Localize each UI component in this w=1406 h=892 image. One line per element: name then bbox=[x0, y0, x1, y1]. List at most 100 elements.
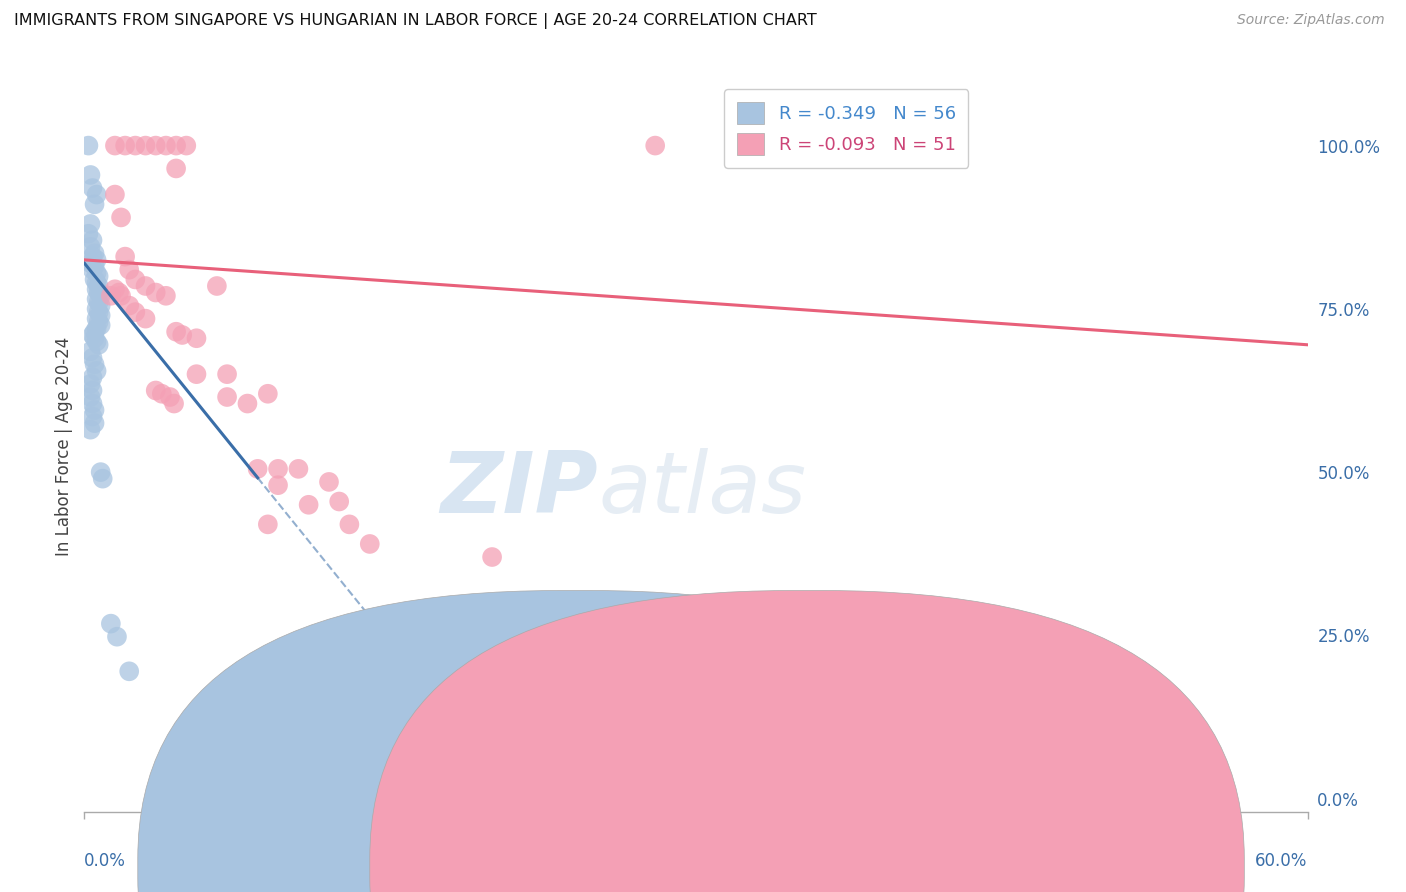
Point bbox=[82, 328, 104, 343]
Point bbox=[267, 478, 290, 492]
Point bbox=[86, 292, 108, 306]
Point bbox=[644, 138, 666, 153]
Point bbox=[124, 305, 146, 319]
Point bbox=[124, 138, 146, 153]
Point bbox=[118, 262, 141, 277]
Text: IMMIGRANTS FROM SINGAPORE VS HUNGARIAN IN LABOR FORCE | AGE 20-24 CORRELATION CH: IMMIGRANTS FROM SINGAPORE VS HUNGARIAN I… bbox=[14, 13, 817, 29]
Point bbox=[83, 325, 105, 339]
Point bbox=[86, 187, 108, 202]
Point bbox=[86, 321, 108, 335]
Point bbox=[79, 240, 101, 254]
Point bbox=[77, 138, 100, 153]
Point bbox=[267, 462, 290, 476]
Point bbox=[79, 256, 101, 270]
Point bbox=[83, 357, 105, 371]
Point bbox=[86, 282, 108, 296]
Text: ZIP: ZIP bbox=[440, 449, 598, 532]
Point bbox=[150, 386, 173, 401]
Point bbox=[79, 376, 101, 391]
Point bbox=[87, 338, 110, 352]
Point bbox=[91, 472, 114, 486]
Point bbox=[86, 364, 108, 378]
Point bbox=[82, 396, 104, 410]
Point bbox=[82, 351, 104, 365]
Point bbox=[82, 384, 104, 398]
Point bbox=[87, 305, 110, 319]
Point bbox=[481, 549, 503, 564]
Point bbox=[155, 289, 177, 303]
Text: 0.0%: 0.0% bbox=[84, 852, 127, 870]
Point bbox=[87, 285, 110, 300]
Point bbox=[328, 494, 350, 508]
Point bbox=[83, 331, 105, 345]
Point bbox=[82, 181, 104, 195]
Point bbox=[104, 187, 127, 202]
Point bbox=[339, 517, 361, 532]
Text: Immigrants from Singapore: Immigrants from Singapore bbox=[595, 858, 823, 876]
Point bbox=[83, 416, 105, 430]
Point bbox=[135, 311, 157, 326]
Point bbox=[83, 197, 105, 211]
Point bbox=[110, 211, 132, 225]
Point bbox=[105, 630, 128, 644]
Point bbox=[90, 289, 112, 303]
Point bbox=[159, 390, 181, 404]
Point bbox=[82, 370, 104, 384]
Text: Hungarians: Hungarians bbox=[827, 858, 922, 876]
Text: 60.0%: 60.0% bbox=[1256, 852, 1308, 870]
Point bbox=[79, 423, 101, 437]
Point bbox=[87, 269, 110, 284]
Point bbox=[124, 272, 146, 286]
Point bbox=[79, 217, 101, 231]
Point bbox=[87, 279, 110, 293]
Point bbox=[118, 299, 141, 313]
Point bbox=[82, 250, 104, 264]
Point bbox=[108, 285, 131, 300]
Point bbox=[135, 279, 157, 293]
Point bbox=[82, 409, 104, 424]
Point bbox=[163, 396, 186, 410]
Point bbox=[86, 301, 108, 316]
Point bbox=[83, 403, 105, 417]
Legend: R = -0.349   N = 56, R = -0.093   N = 51: R = -0.349 N = 56, R = -0.093 N = 51 bbox=[724, 89, 969, 168]
Point bbox=[104, 138, 127, 153]
Text: Source: ZipAtlas.com: Source: ZipAtlas.com bbox=[1237, 13, 1385, 28]
Point bbox=[828, 618, 851, 632]
Point bbox=[79, 168, 101, 182]
Point bbox=[86, 252, 108, 267]
Point bbox=[86, 311, 108, 326]
Point bbox=[174, 138, 197, 153]
Point bbox=[165, 161, 187, 176]
Point bbox=[155, 138, 177, 153]
Point bbox=[82, 262, 104, 277]
Y-axis label: In Labor Force | Age 20-24: In Labor Force | Age 20-24 bbox=[55, 336, 73, 556]
Point bbox=[79, 344, 101, 359]
Point bbox=[90, 318, 112, 333]
Point bbox=[110, 289, 132, 303]
Point bbox=[90, 465, 112, 479]
Point bbox=[83, 246, 105, 260]
Point bbox=[246, 462, 269, 476]
Point bbox=[100, 289, 122, 303]
Point bbox=[83, 272, 105, 286]
Point bbox=[87, 315, 110, 329]
Point bbox=[186, 331, 208, 345]
Point bbox=[172, 328, 194, 343]
Point bbox=[257, 517, 280, 532]
Point bbox=[114, 138, 136, 153]
Point bbox=[83, 260, 105, 274]
Point bbox=[87, 295, 110, 310]
Point bbox=[165, 325, 187, 339]
Point bbox=[86, 266, 108, 280]
Point bbox=[86, 334, 108, 349]
Point bbox=[79, 390, 101, 404]
Point bbox=[100, 616, 122, 631]
Point bbox=[90, 309, 112, 323]
Point bbox=[145, 285, 167, 300]
Point bbox=[217, 367, 239, 381]
Point bbox=[135, 138, 157, 153]
Point bbox=[86, 276, 108, 290]
Point bbox=[118, 665, 141, 679]
Point bbox=[82, 233, 104, 247]
Point bbox=[217, 390, 239, 404]
